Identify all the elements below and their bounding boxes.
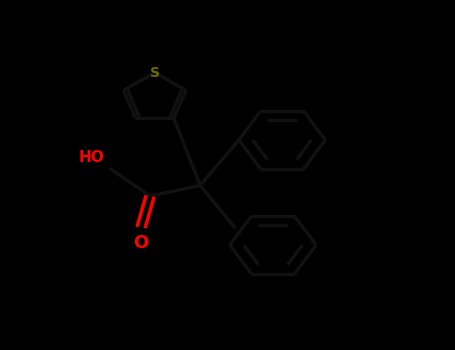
Text: HO: HO [79, 149, 105, 164]
Text: S: S [150, 66, 160, 80]
Text: O: O [133, 234, 149, 252]
